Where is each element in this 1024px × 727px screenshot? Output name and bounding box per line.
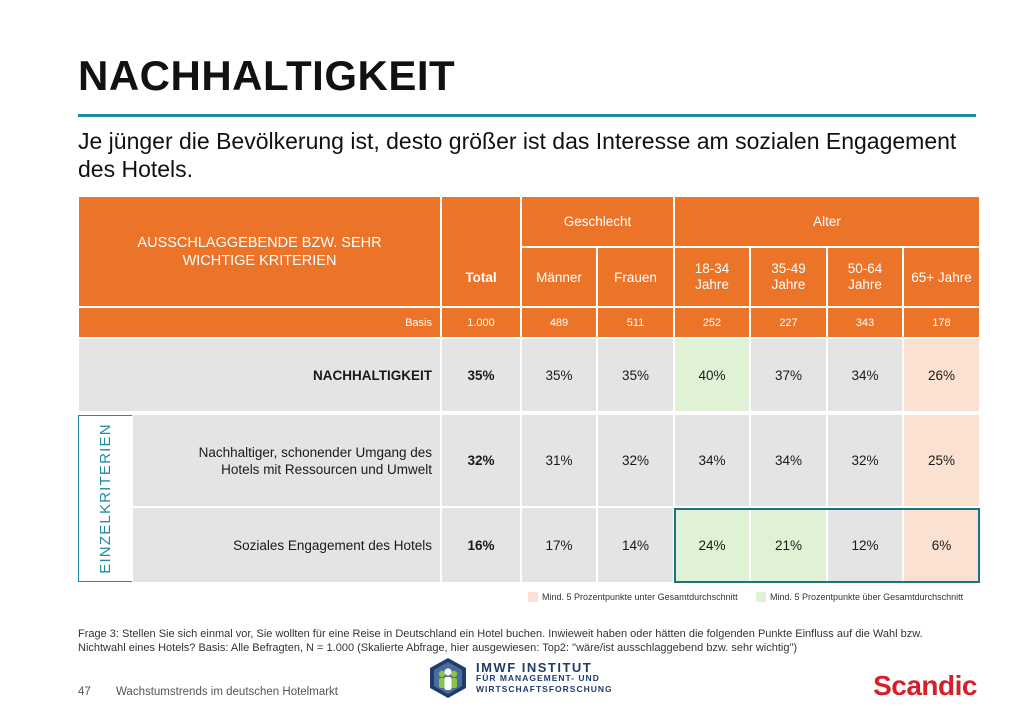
cell-r1-65plus: 26% [904, 339, 979, 411]
col-header-50-64: 50-64 Jahre [828, 248, 902, 306]
cell-r3-50-64: 12% [828, 508, 902, 582]
einzelkriterien-label: EINZELKRITERIEN [79, 415, 131, 582]
cell-r3-total: 16% [442, 508, 520, 582]
page-title: NACHHALTIGKEIT [78, 52, 456, 99]
basis-frauen: 511 [598, 308, 673, 337]
scandic-logo: Scandic [873, 670, 977, 701]
basis-maenner: 489 [522, 308, 596, 337]
footnote: Frage 3: Stellen Sie sich einmal vor, Si… [78, 628, 923, 654]
basis-18-34: 252 [675, 308, 749, 337]
page-number: 47 [78, 686, 91, 698]
col-header-18-34: 18-34 Jahre [675, 248, 749, 306]
imwf-logo-line3: WIRTSCHAFTSFORSCHUNG [476, 683, 613, 694]
row-label-ressourcen-text: Nachhaltiger, schonender Umgang des Hote… [198, 444, 432, 477]
imwf-logo-line2: FÜR MANAGEMENT- UND [476, 672, 600, 683]
basis-50-64: 343 [828, 308, 902, 337]
legend-above-swatch [756, 592, 766, 602]
title-divider [78, 114, 976, 117]
cell-r3-frauen: 14% [598, 508, 673, 582]
row-label-ressourcen: Nachhaltiger, schonender Umgang des Hote… [133, 415, 440, 506]
group-header-alter: Alter [675, 197, 979, 246]
cell-r3-18-34: 24% [675, 508, 749, 582]
cell-r2-65plus: 25% [904, 415, 979, 506]
cell-r1-total: 35% [442, 339, 520, 411]
legend-above: Mind. 5 Prozentpunkte über Gesamtdurchsc… [756, 592, 963, 602]
cell-r3-35-49: 21% [751, 508, 826, 582]
criteria-header-text: AUSSCHLAGGEBENDE BZW. SEHR WICHTIGE KRIT… [137, 234, 382, 269]
row-label-nachhaltigkeit: NACHHALTIGKEIT [79, 339, 440, 411]
cell-r1-50-64: 34% [828, 339, 902, 411]
cell-r1-maenner: 35% [522, 339, 596, 411]
cell-r2-maenner: 31% [522, 415, 596, 506]
cell-r1-frauen: 35% [598, 339, 673, 411]
col-header-frauen: Frauen [598, 248, 673, 306]
legend-below-swatch [528, 592, 538, 602]
einzelkriterien-text: EINZELKRITERIEN [96, 423, 114, 574]
basis-65plus: 178 [904, 308, 979, 337]
cell-r3-65plus: 6% [904, 508, 979, 582]
cell-r1-18-34: 40% [675, 339, 749, 411]
col-header-65plus: 65+ Jahre [904, 248, 979, 306]
col-header-total: Total [442, 197, 520, 306]
footer-left: 47 Wachstumstrends im deutschen Hotelmar… [78, 686, 338, 698]
cell-r3-maenner: 17% [522, 508, 596, 582]
imwf-logo-icon [430, 658, 466, 698]
basis-label: Basis [79, 308, 440, 337]
legend-below: Mind. 5 Prozentpunkte unter Gesamtdurchs… [528, 592, 738, 602]
col-header-50-64-text: 50-64 Jahre [847, 261, 883, 292]
einzelkriterien-frame [78, 415, 132, 582]
cell-r2-35-49: 34% [751, 415, 826, 506]
col-header-35-49-text: 35-49 Jahre [771, 261, 806, 292]
cell-r1-35-49: 37% [751, 339, 826, 411]
row-label-soziales: Soziales Engagement des Hotels [133, 508, 440, 582]
legend-below-text: Mind. 5 Prozentpunkte unter Gesamtdurchs… [542, 592, 738, 602]
cell-r2-18-34: 34% [675, 415, 749, 506]
imwf-logo-line1: IMWF INSTITUT [476, 659, 593, 675]
deck-title: Wachstumstrends im deutschen Hotelmarkt [116, 686, 338, 698]
legend-above-text: Mind. 5 Prozentpunkte über Gesamtdurchsc… [770, 592, 964, 602]
imwf-logo: IMWF INSTITUT FÜR MANAGEMENT- UND WIRTSC… [428, 655, 648, 701]
criteria-header: AUSSCHLAGGEBENDE BZW. SEHR WICHTIGE KRIT… [79, 197, 440, 306]
basis-total: 1.000 [442, 308, 520, 337]
imwf-logo-text: IMWF INSTITUT FÜR MANAGEMENT- UND WIRTSC… [476, 659, 613, 695]
cell-r2-total: 32% [442, 415, 520, 506]
cell-r2-50-64: 32% [828, 415, 902, 506]
col-header-18-34-text: 18-34 Jahre [694, 261, 730, 292]
cell-r2-frauen: 32% [598, 415, 673, 506]
col-header-maenner: Männer [522, 248, 596, 306]
basis-35-49: 227 [751, 308, 826, 337]
page-subtitle: Je jünger die Bevölkerung ist, desto grö… [78, 128, 957, 182]
group-header-geschlecht: Geschlecht [522, 197, 673, 246]
col-header-35-49: 35-49 Jahre [751, 248, 826, 306]
